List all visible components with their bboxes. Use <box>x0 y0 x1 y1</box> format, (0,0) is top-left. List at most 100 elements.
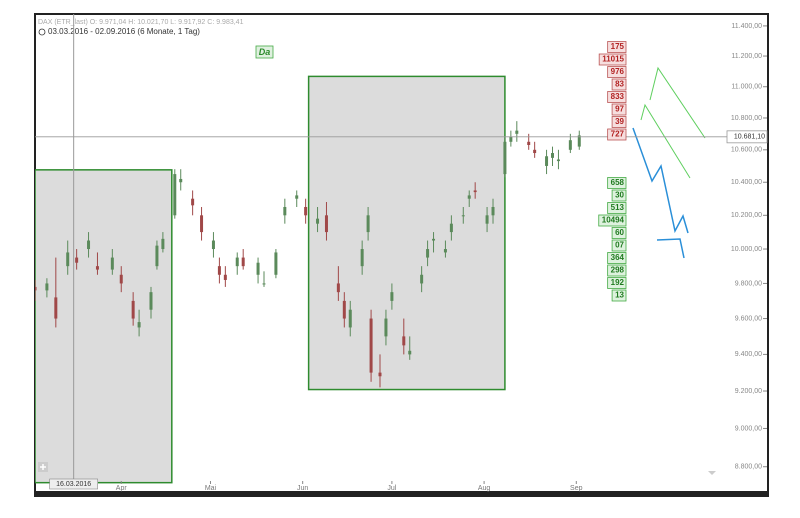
candle-body <box>110 257 114 270</box>
annotation-label: 97 <box>615 105 624 114</box>
y-tick-label: 11.400,00 <box>731 23 762 30</box>
x-tick-label: Jul <box>387 485 396 492</box>
annotation-box <box>607 177 627 189</box>
candle-body <box>295 195 299 199</box>
candle-body <box>545 156 549 166</box>
x-tick-label: Aug <box>478 485 491 492</box>
annotation-label: 07 <box>615 241 624 250</box>
projection-line <box>640 103 691 179</box>
zone <box>307 75 506 391</box>
y-tick-label: 11.200,00 <box>731 53 762 60</box>
candle-body <box>527 141 531 145</box>
candle-body <box>262 283 266 285</box>
candle-body <box>533 149 537 154</box>
candle-body <box>316 218 320 224</box>
annotation-box <box>607 264 627 277</box>
candle-body <box>402 336 406 346</box>
candle-body <box>149 292 153 310</box>
annotation-box <box>611 189 627 202</box>
candle-body <box>95 266 99 270</box>
annotation-box <box>607 252 627 264</box>
y-tick-label: 11.000,00 <box>731 84 762 91</box>
projections <box>632 66 706 259</box>
y-tick-label: 9.800,00 <box>735 280 762 287</box>
annotation-box <box>611 78 627 91</box>
candle-body <box>432 238 436 241</box>
candle-body <box>390 292 394 301</box>
projection-line <box>649 66 706 139</box>
y-tick-label: 8.800,00 <box>735 464 762 471</box>
y-tick-label: 9.600,00 <box>735 315 762 322</box>
x-tick-label: Sep <box>570 485 583 492</box>
candle-body <box>443 249 447 253</box>
candle-body <box>119 274 123 284</box>
y-tick-label: 10.200,00 <box>731 212 762 219</box>
candle-body <box>577 135 581 147</box>
annotation-label: 39 <box>615 117 624 126</box>
annotation-label: 10494 <box>602 216 625 225</box>
annotation-box <box>607 66 627 78</box>
annotation-label: 13 <box>615 291 624 300</box>
y-tick-label: 10.000,00 <box>731 246 762 253</box>
candle-body <box>473 190 477 193</box>
candle-body <box>556 159 560 162</box>
annotation-label: 833 <box>611 92 625 101</box>
candle-body <box>408 350 412 355</box>
marker-box <box>255 45 274 59</box>
annotation-box <box>611 116 627 128</box>
candle-body <box>241 257 245 267</box>
annotation-box <box>611 289 627 302</box>
candle-body <box>75 257 79 263</box>
annotation-box <box>611 239 627 252</box>
candle-body <box>137 322 141 328</box>
crosshair-label-box <box>49 478 98 490</box>
annotation-label: 175 <box>611 42 625 51</box>
add-icon <box>40 464 46 470</box>
candle-body <box>217 266 221 275</box>
candle-body <box>461 215 465 217</box>
candle-body <box>378 372 382 377</box>
candle-body <box>283 206 287 216</box>
annotation-box <box>611 227 627 239</box>
candle-body <box>200 215 204 233</box>
candle-body <box>369 318 373 373</box>
candle-body <box>324 215 328 233</box>
candle-body <box>173 174 177 216</box>
marker-label: Da <box>259 47 271 57</box>
candle-body <box>360 249 364 267</box>
annotation-label: 60 <box>615 228 624 237</box>
candle-body <box>161 238 165 250</box>
candle-body <box>66 252 70 267</box>
candle-body <box>342 300 346 319</box>
annotation-box <box>607 41 627 53</box>
chart-title: DAX (ETR_last) O: 9.971,04 H: 10.021,70 … <box>38 19 244 26</box>
annotation-box <box>607 128 627 141</box>
candle-body <box>256 262 260 275</box>
x-tick-label: Jun <box>297 485 308 492</box>
candle-body <box>191 198 195 206</box>
candle-body <box>87 240 91 250</box>
reference-label-box <box>726 130 768 144</box>
candle-body <box>426 249 430 258</box>
candle-body <box>509 137 513 142</box>
candle-body <box>568 140 572 150</box>
candle-body <box>35 286 37 291</box>
annotation-box <box>611 103 627 116</box>
annotation-label: 658 <box>611 178 625 187</box>
candle-body <box>336 283 340 293</box>
x-tick-label: Mai <box>205 485 217 492</box>
annotation-label: 364 <box>611 253 625 262</box>
candle-body <box>235 257 239 267</box>
y-tick-label: 10.400,00 <box>731 179 762 186</box>
candle-body <box>45 283 49 291</box>
annotation-label: 192 <box>611 278 625 287</box>
y-tick-label: 10.800,00 <box>731 115 762 122</box>
scroll-arrow[interactable] <box>708 471 716 475</box>
annotation-label: 11015 <box>602 55 624 64</box>
annotation-box <box>607 202 627 214</box>
candle-body <box>491 206 495 216</box>
annotation-label: 83 <box>615 80 624 89</box>
x-tick-label: Apr <box>116 485 128 492</box>
candle-body <box>274 252 278 275</box>
candle-body <box>223 274 227 280</box>
